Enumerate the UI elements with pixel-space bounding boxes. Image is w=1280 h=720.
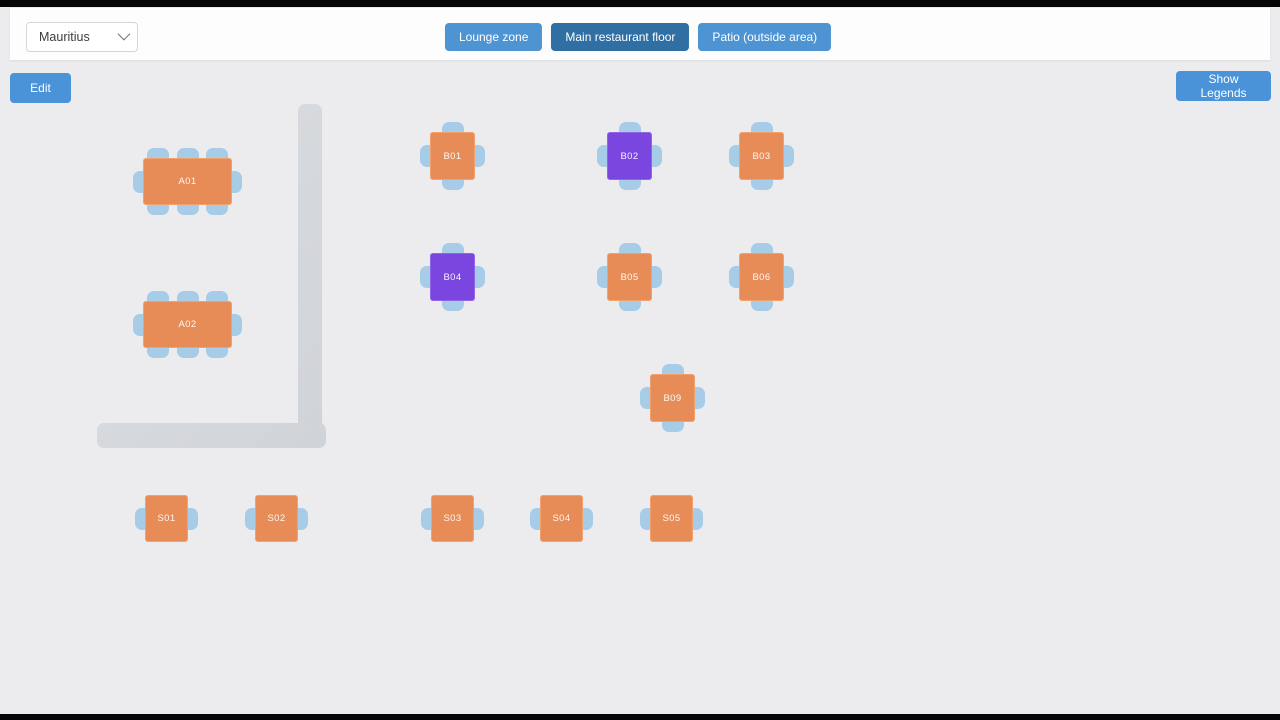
table-surface: S05 (650, 495, 693, 542)
table-label: S02 (267, 513, 286, 524)
location-dropdown[interactable]: Mauritius (26, 22, 138, 52)
table-b03[interactable]: B03 (729, 122, 794, 190)
tab-main-restaurant-floor[interactable]: Main restaurant floor (551, 23, 690, 51)
top-edge-bar (0, 0, 1280, 7)
wall-vertical (298, 104, 322, 448)
table-s01[interactable]: S01 (135, 495, 198, 542)
table-surface: B03 (739, 132, 784, 180)
show-legends-button[interactable]: Show Legends (1176, 71, 1271, 101)
table-surface: S03 (431, 495, 474, 542)
table-label: A01 (178, 176, 197, 187)
table-label: B05 (620, 271, 639, 283)
table-label: S01 (157, 513, 176, 524)
table-surface: A01 (143, 158, 232, 205)
header-bar: Mauritius Lounge zone Main restaurant fl… (10, 8, 1270, 60)
table-surface: S04 (540, 495, 583, 542)
location-dropdown-value: Mauritius (39, 30, 90, 44)
table-surface: A02 (143, 301, 232, 348)
chevron-down-icon (117, 27, 131, 41)
table-b05[interactable]: B05 (597, 243, 662, 311)
table-s03[interactable]: S03 (421, 495, 484, 542)
table-surface: B09 (650, 374, 695, 422)
table-surface: B05 (607, 253, 652, 301)
table-label: S05 (662, 513, 681, 524)
table-b09[interactable]: B09 (640, 364, 705, 432)
table-b01[interactable]: B01 (420, 122, 485, 190)
table-surface: S02 (255, 495, 298, 542)
wall-horizontal (97, 423, 326, 448)
table-a01[interactable]: A01 (133, 148, 242, 215)
table-b02[interactable]: B02 (597, 122, 662, 190)
table-a02[interactable]: A02 (133, 291, 242, 358)
edit-button[interactable]: Edit (10, 73, 71, 103)
table-label: B04 (443, 271, 462, 283)
table-surface: B06 (739, 253, 784, 301)
table-b06[interactable]: B06 (729, 243, 794, 311)
table-s04[interactable]: S04 (530, 495, 593, 542)
table-label: B09 (663, 392, 682, 404)
bottom-edge-bar (0, 714, 1280, 720)
table-label: B02 (620, 150, 639, 162)
table-s02[interactable]: S02 (245, 495, 308, 542)
tab-patio-outside-area[interactable]: Patio (outside area) (698, 23, 832, 51)
table-label: S04 (552, 513, 571, 524)
table-label: B03 (752, 150, 771, 162)
table-surface: B01 (430, 132, 475, 180)
tab-lounge-zone[interactable]: Lounge zone (444, 23, 543, 51)
table-surface: B02 (607, 132, 652, 180)
table-label: B01 (443, 150, 462, 162)
zone-tabs: Lounge zone Main restaurant floor Patio … (444, 23, 832, 51)
floor-canvas[interactable]: A01 A02 B01 B02 B03 B04 B05 B06 B09 S01 S02 S03 S04 S… (0, 103, 1280, 714)
table-surface: S01 (145, 495, 188, 542)
table-label: A02 (178, 319, 197, 330)
table-label: B06 (752, 271, 771, 283)
table-s05[interactable]: S05 (640, 495, 703, 542)
table-label: S03 (443, 513, 462, 524)
table-b04[interactable]: B04 (420, 243, 485, 311)
table-surface: B04 (430, 253, 475, 301)
